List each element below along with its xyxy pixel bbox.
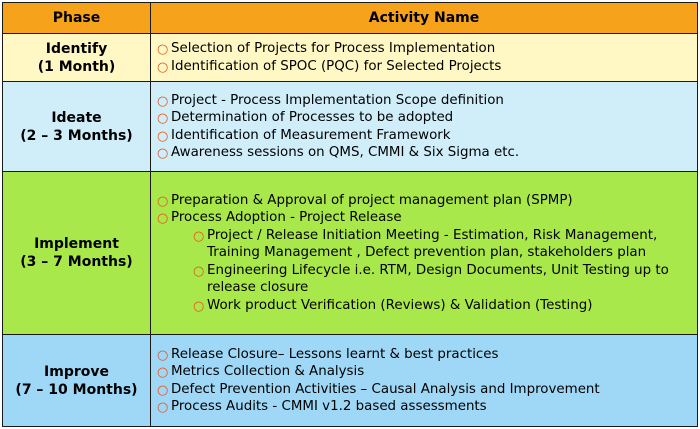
- phase-cell-implement: Implement (3 – 7 Months): [2, 171, 151, 335]
- phase-cell-improve: Improve (7 – 10 Months): [2, 334, 151, 427]
- activity-item: ○ Selection of Projects for Process Imple…: [157, 41, 496, 58]
- circle-bullet-icon: ○: [193, 228, 205, 244]
- activity-cell-ideate: ○ Project - Process Implementation Scope …: [150, 81, 698, 172]
- circle-bullet-icon: ○: [193, 263, 205, 279]
- circle-bullet-icon: ○: [193, 298, 205, 314]
- activity-item: ○ Determination of Processes to be adopte…: [157, 110, 454, 127]
- phase-name: Implement: [34, 236, 119, 252]
- table-row-ideate: Ideate (2 – 3 Months) ○ Project - Process…: [2, 81, 698, 172]
- table-row-improve: Improve (7 – 10 Months) ○ Release Closure…: [2, 334, 698, 427]
- circle-bullet-icon: ○: [157, 399, 169, 415]
- phase-cell-identify: Identify (1 Month): [2, 33, 151, 82]
- activity-item: ○ Awareness sessions on QMS, CMMI & Six S…: [157, 144, 520, 161]
- circle-bullet-icon: ○: [157, 93, 169, 109]
- phase-duration: (3 – 7 Months): [20, 254, 133, 270]
- activity-item: ○ Metrics Collection & Analysis: [157, 364, 365, 381]
- circle-bullet-icon: ○: [157, 128, 169, 144]
- phase-duration: (7 – 10 Months): [15, 381, 138, 398]
- activity-cell-improve: ○ Release Closure– Lessons learnt & best …: [150, 334, 698, 427]
- activity-subitem: ○ Engineering Lifecycle i.e. RTM, Design …: [193, 262, 669, 296]
- activity-item: ○ Identification of SPOC (PQC) for Select…: [157, 58, 502, 75]
- circle-bullet-icon: ○: [157, 211, 169, 227]
- activity-subitem: ○ Work product Verification (Reviews) & V…: [193, 297, 593, 314]
- table-header-row: Phase Activity Name: [2, 2, 698, 34]
- activity-column-header: Activity Name: [150, 2, 698, 34]
- activity-sublist: ○ Project / Release Initiation Meeting - …: [157, 227, 693, 314]
- phase-name: Improve: [44, 363, 109, 380]
- phase-cell-ideate: Ideate (2 – 3 Months): [2, 81, 151, 172]
- circle-bullet-icon: ○: [157, 42, 169, 58]
- table-row-implement: Implement (3 – 7 Months) ○ Preparation & …: [2, 171, 698, 335]
- circle-bullet-icon: ○: [157, 145, 169, 161]
- circle-bullet-icon: ○: [157, 111, 169, 127]
- phase-column-header: Phase: [2, 2, 151, 34]
- activity-item: ○ Process Adoption - Project Release: [157, 210, 402, 227]
- activity-subitem: ○ Project / Release Initiation Meeting - …: [193, 227, 658, 261]
- circle-bullet-icon: ○: [157, 347, 169, 363]
- phase-duration: (1 Month): [37, 58, 116, 75]
- phase-duration: (2 – 3 Months): [20, 127, 133, 144]
- activity-cell-identify: ○ Selection of Projects for Process Imple…: [150, 33, 698, 82]
- phase-name: Identify: [45, 40, 108, 57]
- activity-item: ○ Defect Prevention Activities – Causal A…: [157, 381, 600, 398]
- activity-item: ○ Process Audits - CMMI v1.2 based assess…: [157, 398, 487, 415]
- circle-bullet-icon: ○: [157, 194, 169, 210]
- activity-item: ○ Preparation & Approval of project manag…: [157, 193, 573, 210]
- circle-bullet-icon: ○: [157, 365, 169, 381]
- activity-cell-implement: ○ Preparation & Approval of project manag…: [150, 171, 698, 335]
- circle-bullet-icon: ○: [157, 382, 169, 398]
- activity-item: ○ Identification of Measurement Framework: [157, 127, 451, 144]
- circle-bullet-icon: ○: [157, 59, 169, 75]
- activity-item: ○ Project - Process Implementation Scope …: [157, 92, 504, 109]
- phase-name: Ideate: [51, 109, 102, 126]
- table-row-identify: Identify (1 Month) ○ Selection of Project…: [2, 33, 698, 82]
- activity-item: ○ Release Closure– Lessons learnt & best …: [157, 346, 499, 363]
